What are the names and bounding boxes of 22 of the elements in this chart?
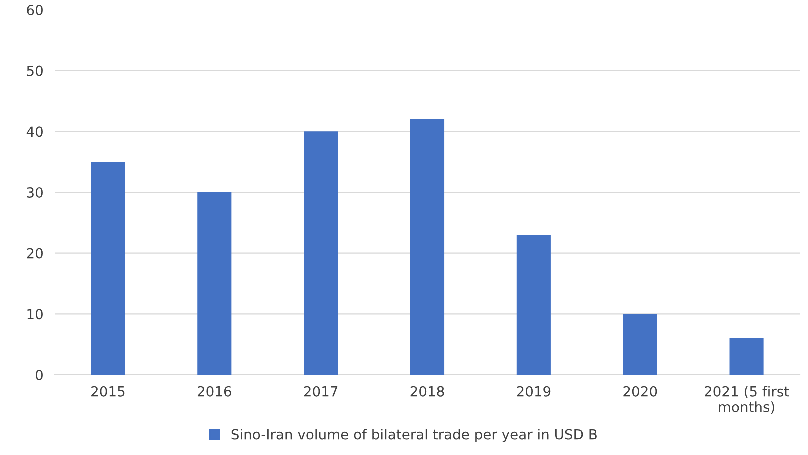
y-tick-label: 60	[27, 4, 43, 16]
y-tick-label: 20	[27, 248, 43, 259]
legend-label: Sino-Iran volume of bilateral trade per year in USD B	[232, 429, 597, 442]
x-tick-label: 2016	[198, 386, 232, 397]
bar	[304, 132, 338, 375]
x-tick-label: 2015	[92, 386, 125, 397]
x-tick-label: 2021 (5 first months)	[705, 386, 790, 414]
bar	[91, 162, 126, 375]
y-tick-label: 40	[26, 126, 43, 138]
y-tick-label: 10	[28, 309, 43, 320]
y-tick-label: 50	[27, 66, 43, 76]
y-tick-label: 30	[27, 187, 43, 198]
y-tick-label: 0	[36, 370, 43, 380]
bar	[410, 120, 445, 375]
bar	[730, 338, 764, 375]
bar	[198, 192, 232, 375]
x-tick-label: 2019	[517, 386, 551, 397]
x-tick-label: 2018	[410, 386, 444, 397]
bar	[623, 314, 658, 375]
bar	[516, 235, 551, 375]
x-tick-label: 2017	[304, 386, 338, 397]
x-tick-label: 2020	[624, 386, 658, 397]
